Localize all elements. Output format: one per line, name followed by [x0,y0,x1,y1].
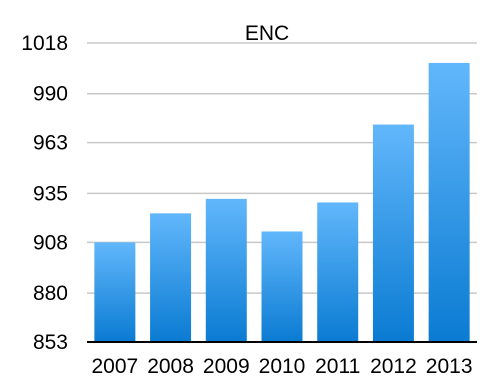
x-tick-label: 2013 [426,355,473,378]
y-axis-ticks: 1018 990 963 935 908 880 853 [21,32,68,354]
x-tick-label: 2008 [147,355,194,378]
y-tick-label: 935 [33,182,68,205]
y-tick-label: 963 [33,132,68,155]
x-tick-label: 2011 [315,355,360,378]
bar-2012 [372,124,414,342]
y-tick-label: 908 [33,231,68,254]
bar-2008 [150,213,192,342]
bar-2013 [428,62,470,342]
bar-2011 [317,202,359,342]
x-axis-ticks: 2007 2008 2009 2010 2011 2012 2013 [91,355,472,378]
x-tick-label: 2010 [259,355,306,378]
y-tick-label: 880 [33,282,68,305]
chart-title: ENC [245,22,289,45]
y-tick-label: 990 [33,83,68,106]
x-tick-label: 2012 [370,355,417,378]
x-tick-label: 2007 [91,355,138,378]
bar-2007 [94,242,136,342]
x-tick-label: 2009 [203,355,250,378]
y-tick-label: 1018 [21,32,68,55]
bar-2009 [205,198,247,342]
y-tick-label: 853 [33,331,68,354]
bar-2010 [261,231,303,342]
bars [94,62,470,342]
